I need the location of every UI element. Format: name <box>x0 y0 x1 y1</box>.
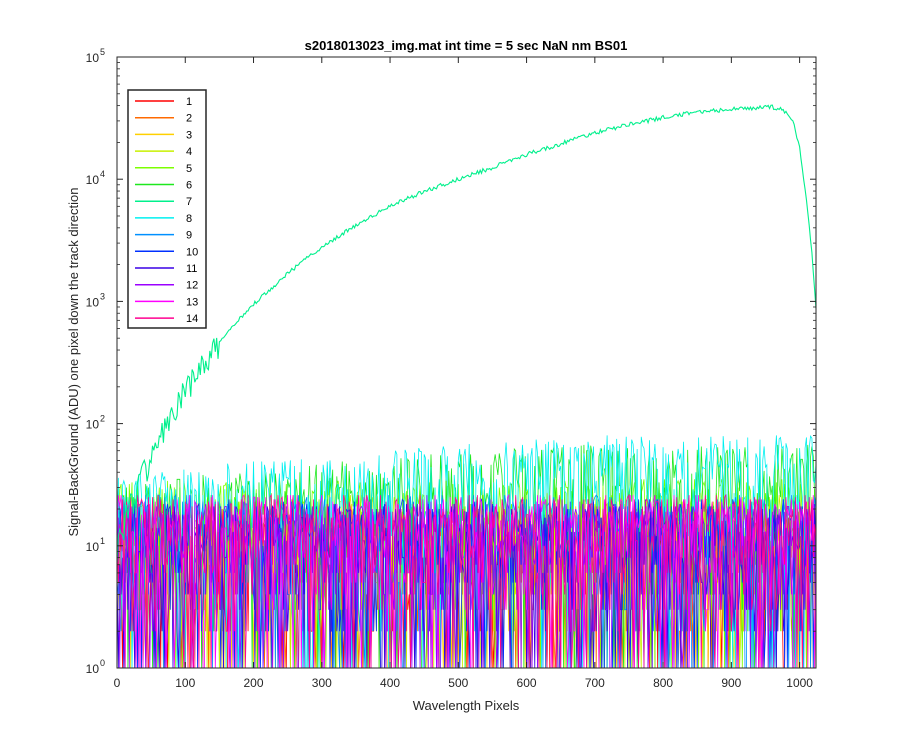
legend-label-11: 11 <box>186 263 197 275</box>
legend-label-7: 7 <box>186 196 192 208</box>
legend-label-3: 3 <box>186 129 192 141</box>
x-tick-label: 600 <box>517 676 537 690</box>
y-tick-label: 10 <box>86 295 100 309</box>
legend-label-1: 1 <box>186 96 192 108</box>
series-line-14 <box>117 493 816 668</box>
legend-label-12: 12 <box>186 280 198 292</box>
x-tick-label: 500 <box>448 676 468 690</box>
x-tick-label: 200 <box>244 676 264 690</box>
series-line-13 <box>117 493 816 668</box>
legend-label-9: 9 <box>186 230 192 242</box>
y-tick-exponent: 0 <box>100 658 105 668</box>
x-tick-label: 0 <box>114 676 121 690</box>
legend-label-6: 6 <box>186 180 192 192</box>
legend-label-10: 10 <box>186 246 198 258</box>
x-tick-label: 100 <box>175 676 195 690</box>
y-axis-title: Signal-BackGround (ADU) one pixel down t… <box>66 187 81 536</box>
y-tick-exponent: 5 <box>100 47 105 57</box>
legend-label-2: 2 <box>186 113 192 125</box>
x-axis-title: Wavelength Pixels <box>413 698 520 713</box>
axes-frame <box>116 56 817 669</box>
series-line-7 <box>117 104 816 564</box>
legend-label-5: 5 <box>186 163 192 175</box>
x-tick-label: 800 <box>653 676 673 690</box>
y-tick-label: 10 <box>86 662 100 676</box>
x-tick-label: 300 <box>312 676 332 690</box>
x-tick-label: 1000 <box>786 676 813 690</box>
legend-label-14: 14 <box>186 313 198 325</box>
y-tick-label: 10 <box>86 418 100 432</box>
x-tick-label: 700 <box>585 676 605 690</box>
y-tick-label: 10 <box>86 173 100 187</box>
legend-label-13: 13 <box>186 296 198 308</box>
legend-label-4: 4 <box>186 146 192 158</box>
y-tick-exponent: 2 <box>100 414 105 424</box>
y-tick-exponent: 4 <box>100 169 105 179</box>
y-tick-label: 10 <box>86 540 100 554</box>
x-tick-label: 900 <box>721 676 741 690</box>
series-layer <box>117 104 816 668</box>
y-tick-exponent: 1 <box>100 536 105 546</box>
x-tick-label: 400 <box>380 676 400 690</box>
y-tick-exponent: 3 <box>100 291 105 301</box>
legend-box <box>127 89 207 329</box>
y-tick-label: 10 <box>86 51 100 65</box>
legend-label-8: 8 <box>186 213 192 225</box>
chart-title: s2018013023_img.mat int time = 5 sec NaN… <box>305 38 628 53</box>
